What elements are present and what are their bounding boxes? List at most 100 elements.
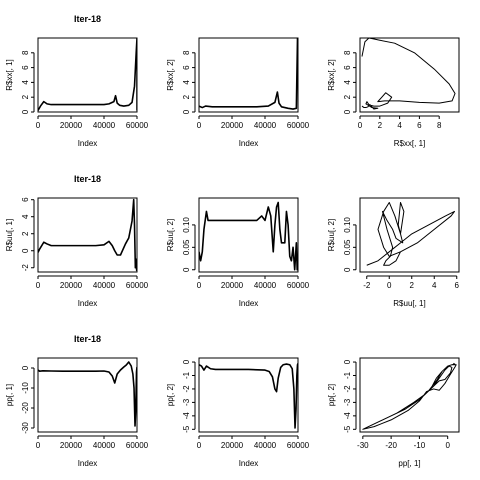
chart-panel-8: 0 20000 40000 60000 -5 -4 -3 -2 -1 0 Index pp[, 2] — [166, 357, 310, 468]
y-tick-label: 8 — [21, 50, 30, 55]
y-tick-label: 6 — [343, 65, 352, 70]
x-tick-label: 60000 — [126, 441, 149, 450]
y-tick-label: 2 — [21, 94, 30, 99]
x-axis-label: Index — [239, 139, 259, 148]
x-tick-label: 40000 — [254, 281, 277, 290]
x-tick-label: 40000 — [93, 121, 116, 130]
x-tick-label: -30 — [357, 441, 369, 450]
y-tick-label: 4 — [21, 80, 30, 85]
y-tick-label: 0 — [21, 248, 30, 253]
y-tick-label: 0 — [343, 267, 352, 272]
y-tick-label: 0 — [343, 359, 352, 364]
y-tick-label: -4 — [182, 412, 191, 420]
y-axis-label: R$uu[, 2] — [327, 219, 336, 251]
y-tick-label: 0 — [182, 109, 191, 114]
y-tick-label: -1 — [343, 371, 352, 379]
y-tick-label: 2 — [21, 231, 30, 236]
y-tick-label: 0.10 — [343, 217, 352, 233]
x-tick-label: 60000 — [287, 441, 310, 450]
x-tick-label: 40000 — [93, 441, 116, 450]
x-tick-label: 0 — [197, 281, 202, 290]
data-series-line — [362, 362, 457, 430]
x-tick-label: 20000 — [60, 121, 83, 130]
x-tick-label: 2 — [378, 121, 383, 130]
y-tick-label: -2 — [182, 385, 191, 393]
y-axis-label: R$xx[, 2] — [327, 59, 336, 91]
y-tick-label: -2 — [21, 264, 30, 272]
x-tick-label: 20000 — [60, 441, 83, 450]
x-tick-label: 20000 — [221, 441, 244, 450]
y-tick-label: -20 — [21, 402, 30, 414]
y-tick-label: 2 — [343, 94, 352, 99]
y-axis-label: R$uu[, 2] — [166, 219, 175, 251]
x-axis-label: Index — [239, 299, 259, 308]
chart-panel-4: 0 20000 40000 60000 -2 0 2 4 6 Index R$uu[, 1] Iter… — [5, 174, 149, 308]
data-series-line — [199, 363, 298, 429]
x-axis-label: R$xx[, 1] — [394, 139, 426, 148]
x-tick-label: -10 — [414, 441, 426, 450]
y-axis-label: R$xx[, 1] — [5, 59, 14, 91]
y-tick-label: -3 — [182, 398, 191, 406]
y-tick-label: 0.05 — [343, 239, 352, 255]
x-axis-label: Index — [239, 459, 259, 468]
chart-panel-6: -2 0 2 4 6 0 0.05 0.10 R$uu[, 1] R$uu[, 2] — [327, 197, 460, 308]
x-axis-label: Index — [78, 139, 98, 148]
x-tick-label: 20000 — [221, 121, 244, 130]
y-tick-label: -1 — [182, 371, 191, 379]
y-tick-label: 0 — [343, 109, 352, 114]
plot-frame — [37, 37, 138, 113]
y-axis-label: pp[, 1] — [5, 384, 14, 406]
data-series-line — [361, 38, 456, 110]
x-tick-label: 0 — [36, 281, 41, 290]
x-tick-label: 0 — [197, 441, 202, 450]
y-tick-label: 6 — [21, 65, 30, 70]
data-series-line — [366, 201, 455, 266]
y-tick-label: 0.05 — [182, 239, 191, 255]
x-tick-label: -20 — [385, 441, 397, 450]
x-tick-label: 6 — [455, 281, 460, 290]
plot-frame — [198, 37, 299, 113]
y-tick-label: 0 — [21, 109, 30, 114]
chart-panel-2: 0 20000 40000 60000 0 2 4 6 8 Index R$xx[, 2] — [166, 37, 310, 148]
chart-title: Iter-18 — [74, 14, 101, 24]
y-tick-label: 8 — [343, 50, 352, 55]
chart-panel-5: 0 20000 40000 60000 0 0.05 0.10 Index R$uu[, 2] — [166, 197, 310, 308]
x-axis-label: Index — [78, 459, 98, 468]
data-series-line — [199, 38, 298, 110]
x-tick-label: 20000 — [60, 281, 83, 290]
x-tick-label: 60000 — [287, 121, 310, 130]
y-tick-label: -4 — [343, 412, 352, 420]
y-tick-label: 6 — [182, 65, 191, 70]
y-tick-label: 0 — [182, 267, 191, 272]
y-tick-label: 0 — [182, 359, 191, 364]
plot-frame — [198, 357, 299, 433]
data-series-line — [38, 198, 137, 272]
x-tick-label: 40000 — [93, 281, 116, 290]
plot-frame — [37, 197, 138, 273]
chart-panel-3: 0 2 4 6 8 0 2 4 6 8 R$xx[, 1] R$xx[, 2] — [327, 37, 460, 148]
data-series-line — [199, 201, 298, 271]
x-tick-label: 20000 — [221, 281, 244, 290]
y-tick-label: 2 — [182, 94, 191, 99]
y-tick-label: 0.10 — [182, 217, 191, 233]
y-axis-label: R$xx[, 2] — [166, 59, 175, 91]
y-axis-label: pp[, 2] — [327, 384, 336, 406]
x-tick-label: 0 — [36, 441, 41, 450]
x-tick-label: 60000 — [126, 281, 149, 290]
y-tick-label: -5 — [343, 425, 352, 433]
y-tick-label: -2 — [343, 385, 352, 393]
data-series-line — [38, 361, 137, 427]
y-tick-label: -30 — [21, 422, 30, 434]
x-tick-label: 8 — [437, 121, 442, 130]
plot-frame — [359, 37, 460, 113]
x-tick-label: 0 — [387, 281, 392, 290]
y-tick-label: 0 — [21, 365, 30, 370]
x-tick-label: 40000 — [254, 121, 277, 130]
x-tick-label: -2 — [363, 281, 371, 290]
plot-frame — [37, 357, 138, 433]
plot-frame — [198, 197, 299, 273]
plot-frame — [359, 197, 460, 273]
x-tick-label: 0 — [445, 441, 450, 450]
